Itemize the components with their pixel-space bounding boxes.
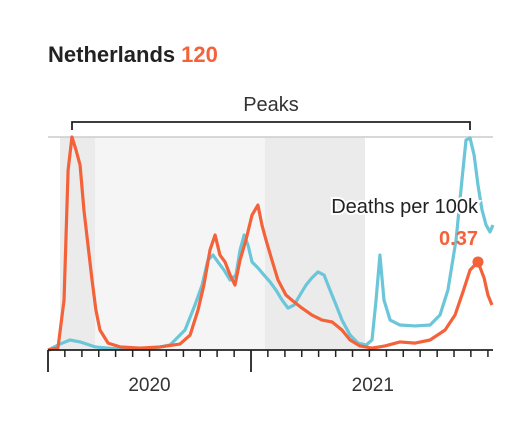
x-tick-label: 2021 xyxy=(352,375,394,396)
chart-title: Netherlands 120 xyxy=(48,42,218,67)
annotation: Peaks xyxy=(243,94,299,116)
title-number: 120 xyxy=(181,42,218,67)
band xyxy=(95,137,265,350)
x-tick-label: 2020 xyxy=(128,375,170,396)
band xyxy=(265,137,365,350)
series-label: Deaths per 100k xyxy=(331,196,479,218)
peaks-bracket xyxy=(71,121,471,130)
value-label: 0.37 xyxy=(439,228,478,250)
series-line xyxy=(47,135,494,352)
series-line xyxy=(47,136,495,352)
plot xyxy=(47,135,495,352)
title-text: Netherlands xyxy=(48,42,175,67)
highlight-dot xyxy=(472,256,484,268)
